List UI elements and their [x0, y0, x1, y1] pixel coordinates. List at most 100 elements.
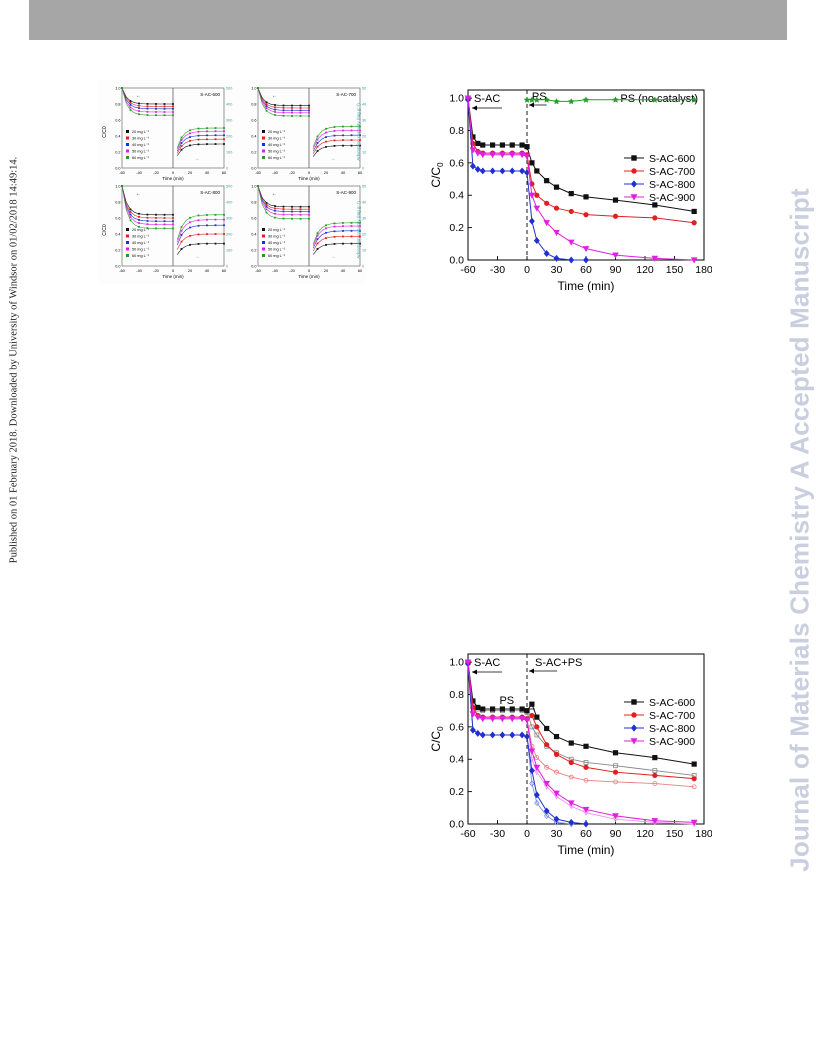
mini-point — [206, 218, 208, 221]
series-point — [474, 729, 481, 737]
series-point — [568, 818, 575, 826]
mini-arrow-right: → — [194, 254, 199, 260]
series-point — [612, 213, 619, 219]
mini-point — [146, 227, 149, 230]
mini-plot-label: S-AC-600 — [200, 92, 220, 97]
series-point — [519, 706, 525, 712]
mini-y-tick-label: 0.2 — [251, 151, 256, 155]
mini-point — [308, 208, 310, 211]
series-point — [544, 725, 550, 732]
mini-point — [189, 136, 191, 138]
mini-capacity-curve — [176, 138, 225, 154]
mini-legend-marker — [126, 241, 129, 244]
mini-point — [316, 232, 319, 235]
mini-legend-label: 40 mg L⁻¹ — [268, 241, 286, 245]
mini-x-tick-label: -40 — [272, 268, 279, 273]
legend-marker — [631, 699, 637, 705]
mini-x-tick-label: 60 — [358, 170, 363, 175]
mini-point — [138, 110, 140, 113]
mini-y-tick-label: 0.0 — [251, 167, 256, 171]
series-point — [529, 712, 535, 719]
mini-y-tick-label: 0.2 — [115, 151, 120, 155]
series-point — [690, 819, 698, 826]
mini-point — [265, 208, 268, 211]
mini-point — [299, 208, 302, 211]
mini-point — [291, 217, 293, 220]
x-tick-label: 60 — [580, 264, 592, 276]
mini-point — [333, 230, 336, 233]
series-point — [509, 142, 515, 148]
mini-x-tick-label: 0 — [172, 268, 175, 273]
ghost-series-point — [553, 819, 560, 826]
series-point — [489, 142, 496, 148]
mini-point — [189, 132, 191, 135]
series-point — [489, 167, 496, 175]
series-point — [652, 202, 658, 208]
series-point — [518, 152, 526, 159]
mini-point — [342, 225, 344, 228]
series-point — [567, 97, 575, 105]
journal-watermark-text: Journal of Materials Chemistry A Accepte… — [784, 188, 815, 872]
mini-point — [129, 208, 132, 211]
x-tick-label: 180 — [695, 828, 712, 840]
mini-point — [180, 142, 183, 144]
mini-point — [342, 139, 344, 141]
series-point — [489, 706, 496, 712]
mini-x-tick-label: -20 — [289, 170, 296, 175]
mini-point — [350, 235, 353, 238]
series-point — [528, 217, 535, 225]
series-point — [533, 791, 540, 799]
series-point — [523, 717, 531, 724]
mini-arrow-left: ← — [272, 93, 277, 99]
mini-y-tick-label: 0.4 — [115, 135, 120, 139]
mini-point — [172, 213, 174, 216]
mini-point — [350, 125, 353, 128]
mini-point — [206, 233, 208, 236]
mini-y-tick-label: 1.0 — [115, 185, 120, 189]
x-tick-label: 150 — [666, 828, 684, 840]
series-point — [524, 144, 530, 150]
mini-y-tick-label: 0.8 — [251, 201, 256, 205]
legend-marker — [630, 738, 638, 745]
mini-point — [325, 131, 327, 134]
mini-legend-marker — [126, 149, 129, 153]
mini-x-tick-label: -60 — [119, 170, 126, 175]
series-point — [523, 96, 531, 103]
series-point — [691, 208, 697, 215]
mini-y2-tick-label: 200 — [362, 233, 366, 237]
mini-point — [325, 145, 327, 148]
series-point — [690, 96, 698, 103]
mini-point — [172, 227, 174, 230]
series-point — [523, 153, 531, 160]
mini-point — [197, 224, 200, 227]
ghost-series-point — [613, 779, 618, 785]
x-tick-label: 90 — [610, 264, 622, 276]
mini-point — [325, 224, 327, 227]
series-point — [543, 780, 550, 787]
y-tick-label: 0.6 — [449, 157, 464, 169]
legend-marker — [630, 194, 638, 201]
mini-point — [197, 243, 200, 245]
mini-x-tick-label: 0 — [308, 268, 311, 273]
mini-point — [333, 145, 336, 147]
y-tick-label: 1.0 — [449, 93, 464, 105]
mini-point — [146, 107, 149, 110]
mini-point — [257, 185, 259, 187]
mini-point — [316, 248, 319, 250]
mini-point — [180, 145, 183, 148]
mini-point — [121, 185, 123, 187]
mini-point — [333, 225, 336, 228]
mini-point — [265, 103, 268, 106]
mini-point — [163, 220, 166, 223]
mini-legend-label: 30 mg L⁻¹ — [268, 235, 286, 239]
mini-point — [189, 216, 191, 219]
mini-point — [223, 218, 225, 221]
mini-point — [121, 87, 123, 89]
mini-y-tick-label: 0.4 — [251, 135, 256, 139]
mini-point — [197, 127, 200, 130]
ghost-series-line-2 — [467, 663, 572, 825]
mini-point — [146, 220, 149, 222]
mini-point — [291, 115, 293, 117]
mini-point — [316, 142, 319, 144]
mini-capacity-curve — [177, 243, 225, 255]
